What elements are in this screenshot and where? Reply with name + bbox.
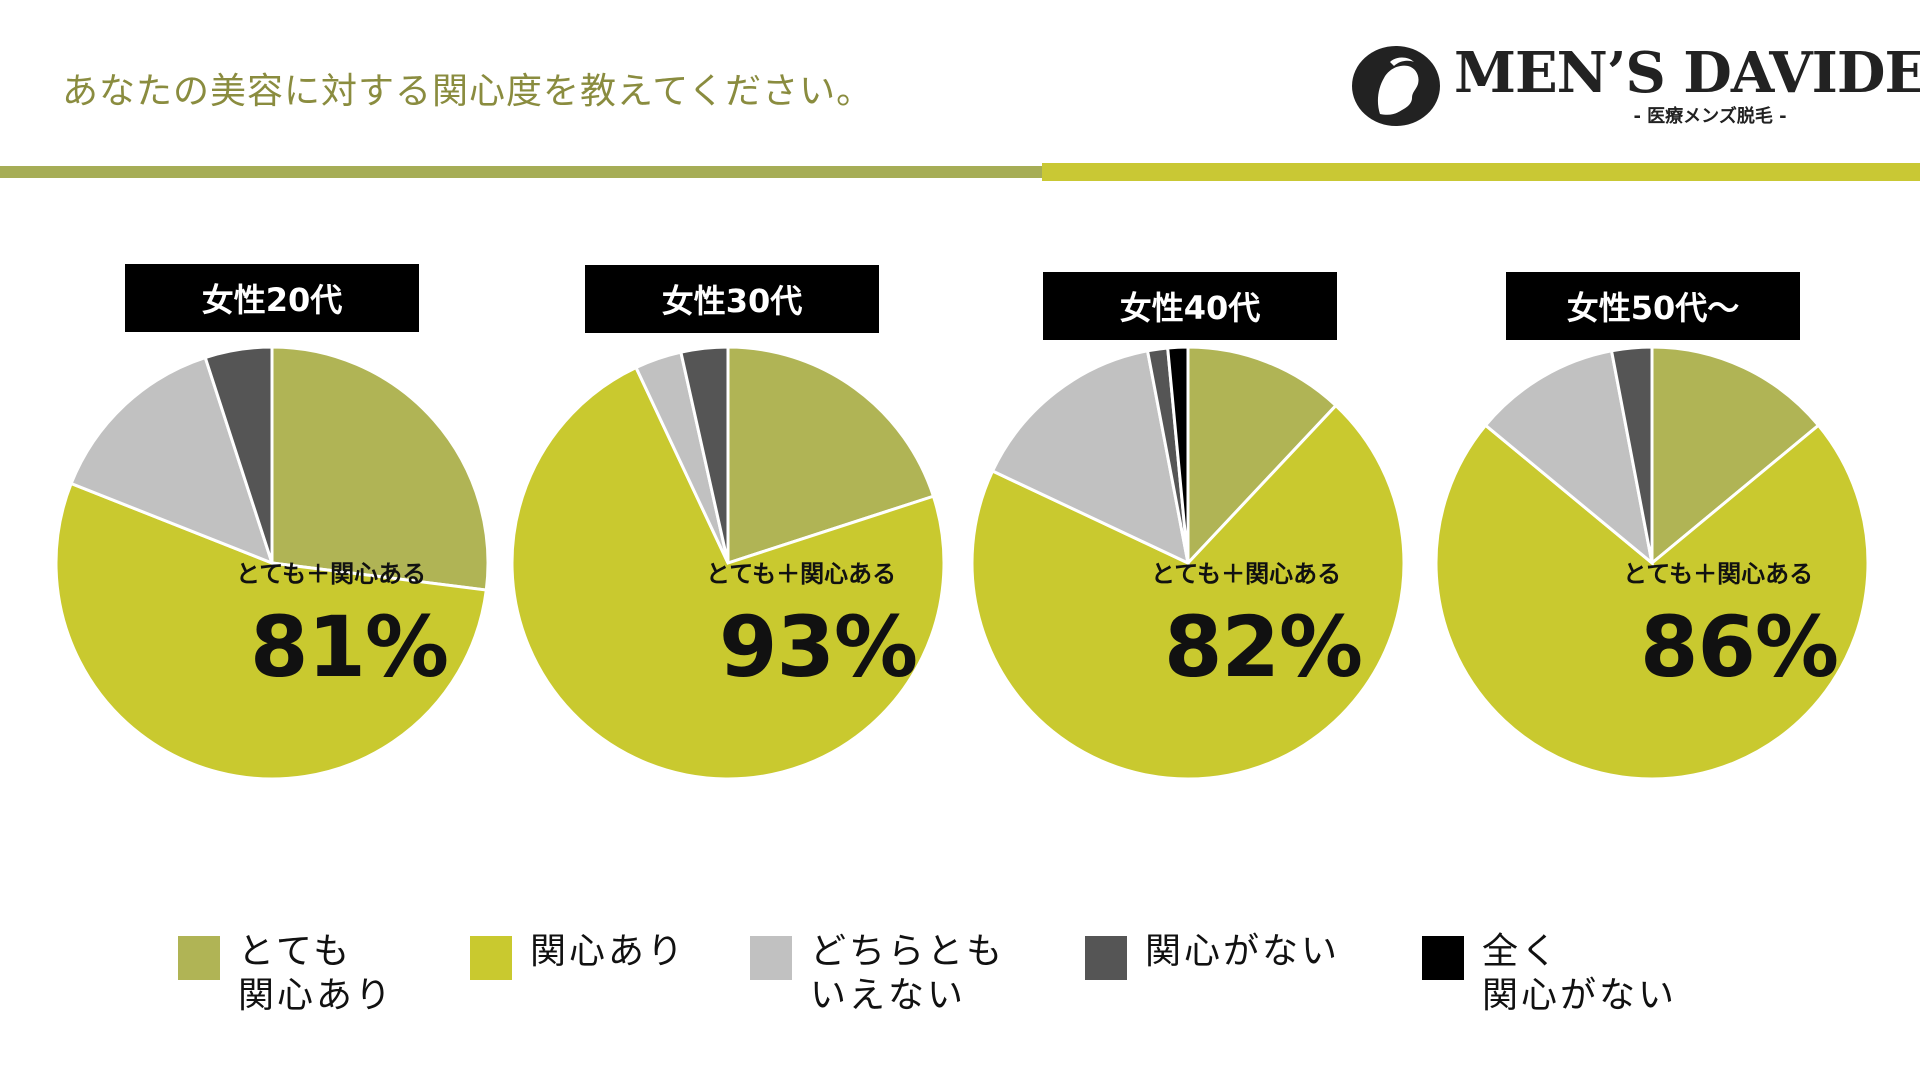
brand-logo: MEN’S DAVIDE - 医療メンズ脱毛 - bbox=[1350, 40, 1920, 136]
legend-label: 関心あり bbox=[530, 931, 687, 972]
logo-wordmark: MEN’S DAVIDE bbox=[1454, 40, 1920, 106]
legend-swatch bbox=[750, 936, 792, 980]
summary-label: とても＋関心ある bbox=[236, 560, 427, 588]
slice-interested bbox=[1434, 423, 1870, 781]
chart-title: 女性30代 bbox=[585, 265, 879, 333]
header-divider-right bbox=[1042, 163, 1920, 181]
legend-swatch bbox=[178, 936, 220, 980]
chart-title: 女性40代 bbox=[1043, 272, 1337, 340]
summary-value: 86% bbox=[1640, 598, 1839, 696]
legend-swatch bbox=[470, 936, 512, 980]
slice-very-interested bbox=[270, 345, 490, 592]
slice-interested bbox=[510, 365, 946, 781]
summary-value: 82% bbox=[1164, 598, 1363, 696]
legend-label: とても 関心あり bbox=[238, 931, 395, 1016]
slice-not-interested bbox=[679, 345, 730, 564]
slice-not-at-all bbox=[1166, 345, 1190, 564]
slice-very-interested bbox=[1650, 345, 1821, 567]
chart-title: 女性50代～ bbox=[1506, 272, 1800, 340]
slice-very-interested bbox=[1186, 345, 1338, 567]
summary-value: 93% bbox=[719, 598, 918, 696]
legend: とても 関心あり 関心あり どちらとも いえない 関心がない 全く 関心がない bbox=[0, 930, 1920, 1040]
summary-value: 81% bbox=[250, 598, 449, 696]
slice-very-interested bbox=[726, 345, 936, 566]
legend-label: どちらとも いえない bbox=[810, 931, 1006, 1016]
logo-tagline: - 医療メンズ脱毛 - bbox=[1633, 106, 1787, 127]
summary-label: とても＋関心ある bbox=[706, 560, 897, 588]
legend-swatch bbox=[1085, 936, 1127, 980]
slice-neutral bbox=[990, 349, 1191, 566]
slice-not-interested bbox=[203, 345, 274, 564]
slice-not-interested bbox=[1609, 345, 1654, 564]
survey-question: あなたの美容に対する関心度を教えてください。 bbox=[62, 71, 874, 112]
legend-label: 全く 関心がない bbox=[1482, 931, 1678, 1016]
legend-label: 関心がない bbox=[1145, 931, 1341, 972]
slice-interested bbox=[54, 481, 488, 781]
david-bust-icon bbox=[1352, 46, 1440, 126]
legend-swatch bbox=[1422, 936, 1464, 980]
header-divider-left bbox=[0, 166, 1042, 178]
slice-neutral bbox=[1483, 349, 1655, 567]
summary-label: とても＋関心ある bbox=[1623, 560, 1814, 588]
summary-label: とても＋関心ある bbox=[1151, 560, 1342, 588]
chart-title: 女性20代 bbox=[125, 264, 419, 332]
slice-interested bbox=[970, 403, 1406, 781]
